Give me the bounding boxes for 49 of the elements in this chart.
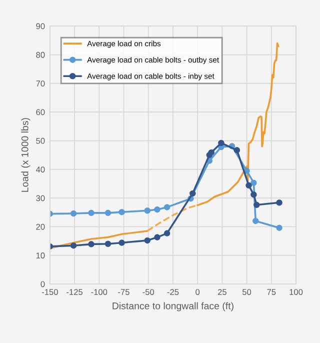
point	[190, 190, 196, 197]
x-axis-title: Distance to longwall face (ft)	[112, 302, 234, 312]
y-tick-label: 90	[36, 23, 45, 30]
point	[144, 208, 150, 214]
x-tick-label: -100	[91, 289, 108, 295]
point	[118, 240, 125, 246]
point	[154, 234, 160, 240]
y-tick-label: 60	[36, 109, 45, 116]
point	[164, 230, 170, 236]
point	[246, 182, 252, 189]
y-tick-label: 80	[36, 52, 45, 58]
point	[70, 210, 77, 217]
y-tick-label: 70	[36, 80, 45, 86]
y-tick-label: 40	[36, 166, 45, 172]
x-tick-label: 100	[290, 289, 303, 295]
x-tick-label: 25	[218, 289, 226, 295]
x-tick-label: -150	[42, 289, 58, 295]
point	[276, 224, 282, 231]
y-axis-title: Load (x 1000 lbs)	[21, 118, 30, 192]
point	[144, 237, 150, 244]
x-tick-label: 0	[196, 289, 200, 295]
y-tick-label: 50	[36, 138, 45, 144]
point	[88, 210, 94, 216]
point	[218, 140, 224, 146]
point	[208, 149, 214, 156]
x-tick-label: 75	[267, 289, 276, 295]
point	[276, 199, 282, 206]
point	[118, 208, 125, 216]
point	[154, 206, 160, 213]
point	[234, 147, 240, 154]
point	[254, 202, 260, 208]
point	[88, 241, 94, 248]
y-tick-label: 0	[40, 281, 45, 288]
x-tick-label: -25	[167, 289, 179, 295]
x-tick-label: -125	[66, 289, 83, 295]
point	[250, 191, 257, 198]
y-tick-label: 20	[36, 224, 45, 230]
point	[252, 218, 259, 224]
point	[104, 210, 112, 216]
y-tick-label: 10	[36, 252, 45, 258]
point	[104, 240, 112, 248]
x-tick-label: 50	[242, 289, 252, 295]
point	[250, 180, 257, 186]
point	[70, 242, 77, 249]
y-tick-label: 30	[36, 195, 45, 202]
x-tick-label: -75	[118, 289, 130, 295]
point	[164, 204, 170, 210]
x-tick-label: -50	[142, 289, 154, 295]
line-series	[146, 204, 198, 232]
